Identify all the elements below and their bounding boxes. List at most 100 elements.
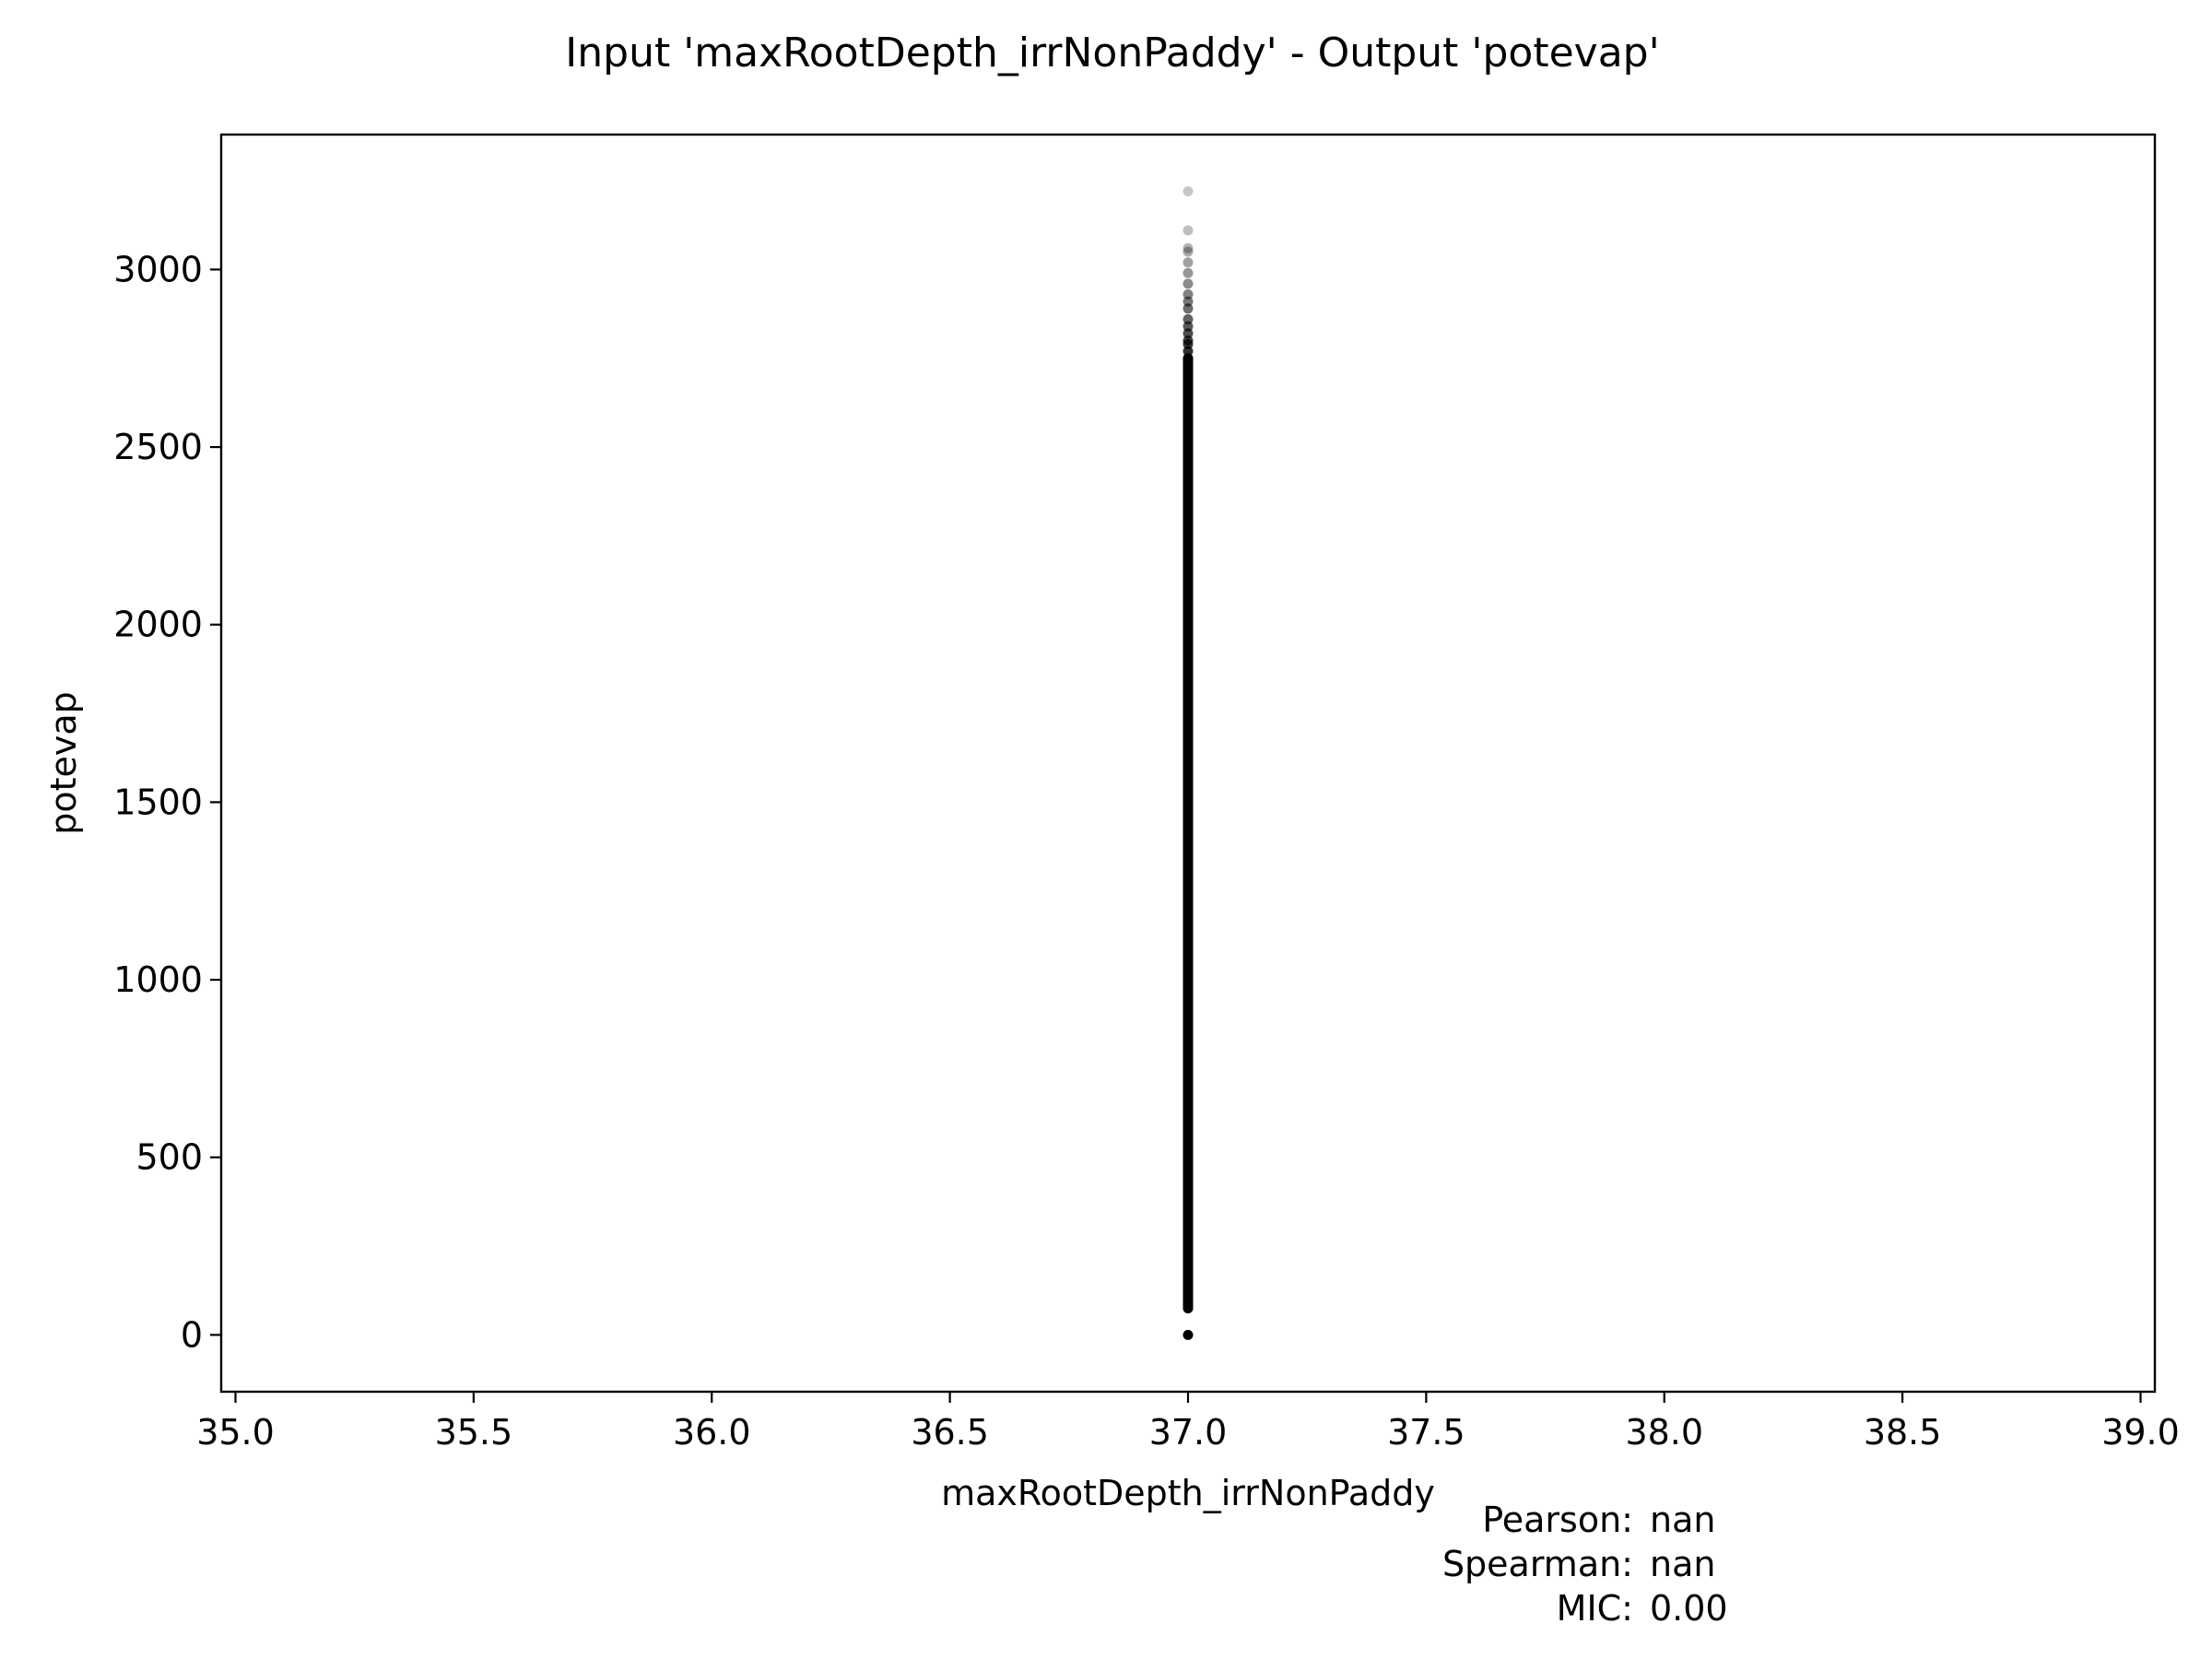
- x-axis-label: maxRootDepth_irrNonPaddy: [941, 1473, 1435, 1513]
- data-point: [1182, 1302, 1194, 1313]
- data-point: [1182, 246, 1194, 257]
- data-point: [1182, 1196, 1194, 1207]
- data-point: [1182, 1258, 1194, 1269]
- data-point: [1182, 637, 1194, 648]
- data-point: [1182, 930, 1194, 941]
- data-point: [1182, 1250, 1194, 1261]
- data-point: [1182, 432, 1194, 443]
- y-tick-label: 3000: [113, 249, 203, 289]
- data-point: [1182, 886, 1194, 897]
- data-point: [1182, 441, 1194, 453]
- data-point: [1182, 296, 1194, 307]
- data-point: [1182, 619, 1194, 630]
- data-point: [1182, 566, 1194, 577]
- data-point: [1182, 1277, 1194, 1288]
- data-point: [1182, 947, 1194, 959]
- data-point: [1182, 877, 1194, 888]
- data-point: [1182, 548, 1194, 559]
- data-point: [1182, 1134, 1194, 1145]
- data-point: [1182, 1223, 1194, 1234]
- data-point: [1182, 278, 1194, 289]
- y-tick-label: 1500: [113, 782, 203, 822]
- data-point: [1182, 601, 1194, 612]
- y-axis-label: potevap: [43, 691, 84, 835]
- data-point: [1182, 699, 1194, 710]
- data-point: [1182, 1010, 1194, 1021]
- data-point: [1182, 610, 1194, 621]
- data-point: [1182, 744, 1194, 755]
- stat-value: nan: [1650, 1500, 1716, 1540]
- data-point: [1182, 495, 1194, 506]
- data-point: [1182, 468, 1194, 479]
- data-point: [1182, 575, 1194, 586]
- data-point: [1182, 761, 1194, 772]
- data-point: [1182, 1160, 1194, 1171]
- data-point: [1182, 1116, 1194, 1127]
- y-tick-label: 2500: [113, 427, 203, 467]
- data-point: [1182, 1170, 1194, 1181]
- data-point: [1182, 242, 1194, 253]
- data-point: [1182, 752, 1194, 763]
- data-point: [1182, 939, 1194, 950]
- data-point: [1182, 974, 1194, 985]
- data-point: [1182, 796, 1194, 807]
- data-point: [1182, 353, 1194, 364]
- data-point: [1182, 779, 1194, 790]
- stat-value: 0.00: [1650, 1588, 1728, 1629]
- data-point: [1182, 770, 1194, 781]
- x-tick-label: 35.0: [196, 1412, 275, 1453]
- data-point: [1182, 1152, 1194, 1163]
- data-point: [1182, 1143, 1194, 1154]
- data-point: [1182, 859, 1194, 870]
- data-point: [1182, 912, 1194, 924]
- stat-value: nan: [1650, 1544, 1716, 1584]
- data-point: [1182, 965, 1194, 976]
- data-point: [1182, 539, 1194, 550]
- data-point: [1182, 486, 1194, 497]
- data-point: [1182, 451, 1194, 462]
- data-point: [1182, 894, 1194, 905]
- data-point: [1182, 1241, 1194, 1252]
- data-point: [1182, 903, 1194, 914]
- data-point: [1182, 867, 1194, 878]
- data-point: [1182, 725, 1194, 736]
- data-point: [1182, 371, 1194, 382]
- data-point: [1182, 628, 1194, 639]
- y-tick-label: 1000: [113, 959, 203, 1000]
- data-point: [1182, 1125, 1194, 1136]
- chart-title: Input 'maxRootDepth_irrNonPaddy' - Outpu…: [565, 29, 1659, 76]
- data-point: [1182, 257, 1194, 268]
- data-point: [1182, 654, 1194, 665]
- data-point: [1182, 806, 1194, 817]
- data-point: [1182, 992, 1194, 1003]
- data-point: [1182, 1108, 1194, 1119]
- data-point: [1182, 313, 1194, 324]
- data-point: [1182, 186, 1194, 197]
- stat-label: Pearson:: [1482, 1500, 1633, 1540]
- data-point: [1182, 1267, 1194, 1278]
- data-point: [1182, 1028, 1194, 1039]
- data-point: [1182, 1214, 1194, 1225]
- data-point: [1182, 681, 1194, 692]
- x-tick-label: 36.0: [673, 1412, 751, 1453]
- data-point: [1182, 1285, 1194, 1296]
- data-point: [1182, 1072, 1194, 1083]
- data-point: [1182, 1205, 1194, 1216]
- data-point: [1182, 361, 1194, 372]
- data-point: [1182, 1018, 1194, 1030]
- x-tick-label: 37.0: [1149, 1412, 1228, 1453]
- data-point: [1182, 593, 1194, 604]
- data-point: [1182, 717, 1194, 728]
- data-point: [1182, 1001, 1194, 1012]
- data-point: [1182, 303, 1194, 314]
- data-point: [1182, 1294, 1194, 1305]
- data-point: [1182, 267, 1194, 278]
- data-point: [1182, 673, 1194, 684]
- data-point: [1182, 1179, 1194, 1190]
- stat-label: Spearman:: [1441, 1544, 1633, 1584]
- data-point: [1182, 1231, 1194, 1242]
- x-tick-label: 35.5: [435, 1412, 513, 1453]
- data-point: [1182, 1045, 1194, 1056]
- data-point: [1182, 1329, 1194, 1340]
